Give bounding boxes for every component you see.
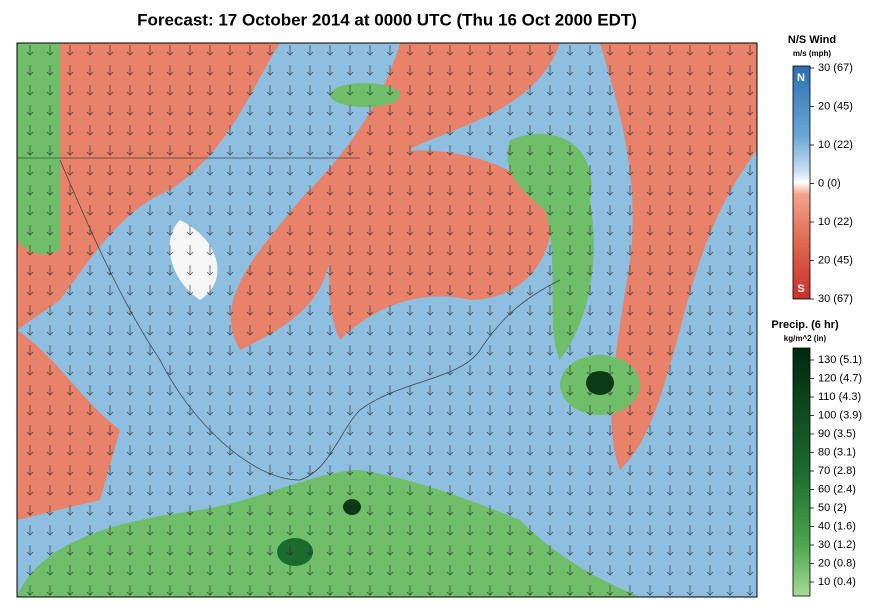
tick-label: 80 (3.1): [818, 446, 856, 458]
tick-label: 20 (45): [818, 254, 853, 266]
title: Forecast: 17 October 2014 at 0000 UTC (T…: [137, 10, 637, 29]
wind-legend-title: N/S Wind: [788, 34, 836, 46]
north-label: N: [797, 72, 805, 84]
tick-label: 30 (67): [818, 62, 853, 74]
tick-label: 100 (3.9): [818, 409, 862, 421]
tick-label: 20 (0.8): [818, 557, 856, 569]
tick-label: 50 (2): [818, 502, 847, 514]
map: [17, 43, 757, 597]
tick-label: 110 (4.3): [818, 391, 861, 403]
tick-label: 30 (1.2): [818, 539, 856, 551]
tick-label: 30 (67): [818, 293, 853, 305]
tick-label: 10 (22): [818, 216, 853, 228]
tick-label: 0 (0): [818, 177, 841, 189]
wind-legend-units: m/s (mph): [793, 49, 832, 58]
precip-colorbar: [792, 347, 811, 597]
south-label: S: [797, 283, 804, 295]
tick-label: 120 (4.7): [818, 372, 862, 384]
wind-colorbar: [792, 65, 811, 300]
tick-label: 10 (22): [818, 139, 853, 151]
tick-label: 10 (0.4): [818, 576, 856, 588]
tick-label: 20 (45): [818, 100, 853, 112]
precip-legend-units: kg/m^2 (in): [784, 334, 827, 343]
tick-label: 130 (5.1): [818, 354, 862, 366]
tick-label: 60 (2.4): [818, 483, 856, 495]
wind-ticks: 30 (67) 20 (45) 10 (22) 0 (0) 10 (22) 20 (45)…: [810, 62, 853, 305]
precip-ticks: 130 (5.1) 120 (4.7) 110 (4.3) 100 (3.9) 90 (…: [810, 354, 862, 588]
tick-label: 40 (1.6): [818, 520, 856, 532]
tick-label: 70 (2.8): [818, 465, 856, 477]
tick-label: 90 (3.5): [818, 428, 856, 440]
precip-legend-title: Precip. (6 hr): [771, 319, 839, 331]
